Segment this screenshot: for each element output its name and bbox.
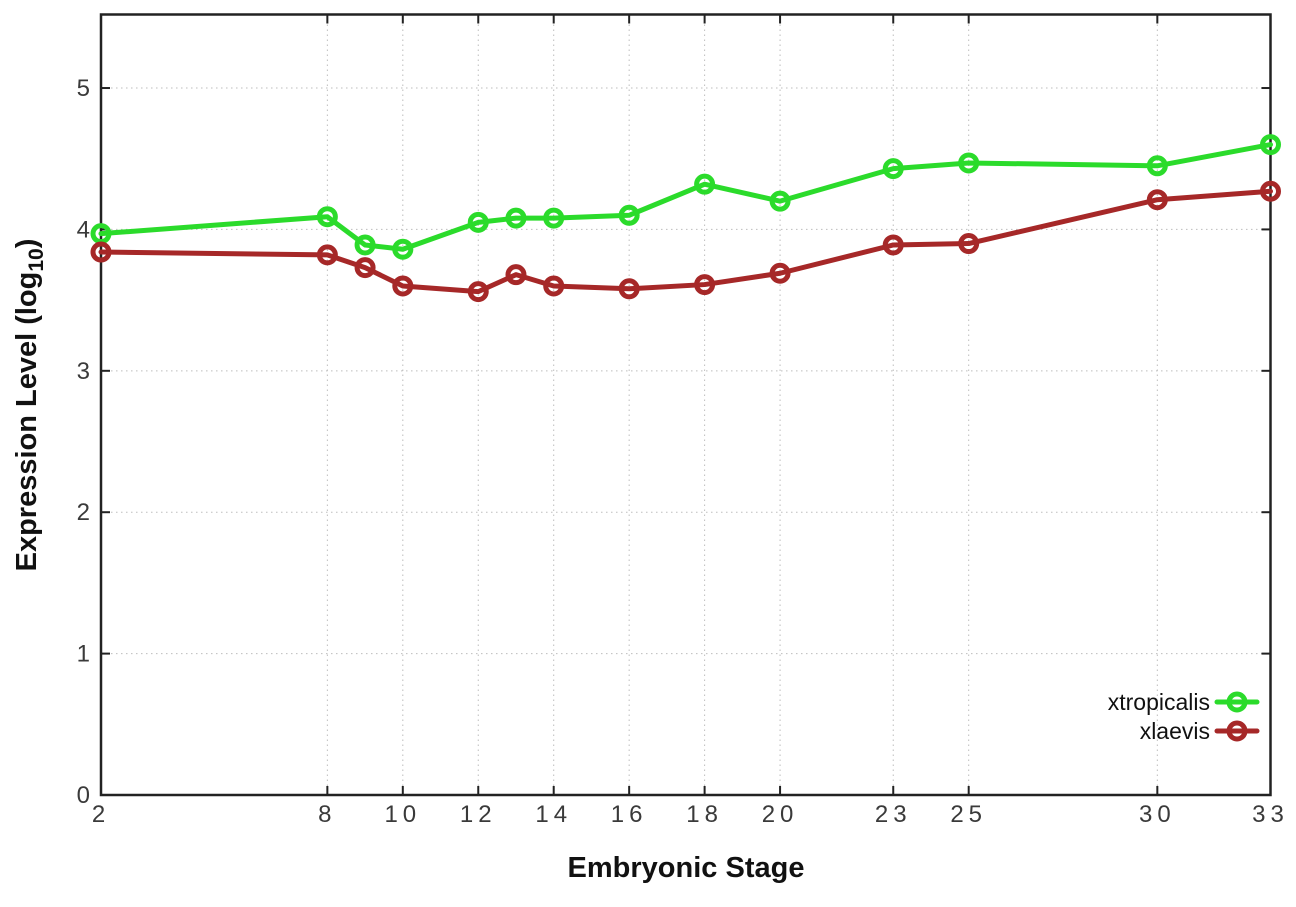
- y-tick-label-1: 1: [77, 641, 90, 668]
- marker-xtropicalis-14: [543, 207, 565, 229]
- x-tick-label-18: 18: [686, 801, 723, 828]
- marker-xlaevis-2: [90, 241, 112, 263]
- x-tick-label-20: 20: [762, 801, 799, 828]
- series-line-xlaevis: [98, 188, 1273, 295]
- series-line-xtropicalis: [98, 142, 1273, 252]
- x-tick-label-33: 33: [1252, 801, 1289, 828]
- y-axis-title: Expression Level (log10): [11, 239, 48, 572]
- marker-xlaevis-9: [354, 257, 376, 279]
- plot-border-rect: [99, 13, 1272, 797]
- y-tick-label-2: 2: [77, 499, 90, 526]
- x-tick-label-16: 16: [611, 801, 648, 828]
- marker-xtropicalis-20: [769, 190, 791, 212]
- marker-xlaevis-12: [467, 281, 489, 303]
- marker-xlaevis-20: [769, 262, 791, 284]
- marker-xtropicalis-23: [882, 158, 904, 180]
- x-tick-label-8: 8: [318, 801, 336, 828]
- x-tick-label-12: 12: [460, 801, 497, 828]
- legend: xtropicalis xlaevis: [1108, 689, 1260, 744]
- x-tick-label-14: 14: [535, 801, 572, 828]
- y-tick-label-0: 0: [77, 782, 90, 809]
- marker-xlaevis-16: [618, 278, 640, 300]
- x-tick-label-25: 25: [950, 801, 987, 828]
- x-tick-label-2: 2: [92, 801, 110, 828]
- tick-layer: [100, 14, 1272, 796]
- x-tick-label-10: 10: [384, 801, 421, 828]
- y-tick-label-5: 5: [77, 75, 90, 102]
- plot-border: [99, 13, 1272, 797]
- marker-xlaevis-10: [392, 275, 414, 297]
- marker-xtropicalis-13: [505, 207, 527, 229]
- series-layer: [90, 134, 1281, 303]
- y-tick-label-3: 3: [77, 358, 90, 385]
- marker-xtropicalis-12: [467, 211, 489, 233]
- marker-xlaevis-30: [1146, 189, 1168, 211]
- grid-layer: [101, 14, 1271, 795]
- y-tick-label-4: 4: [77, 216, 90, 243]
- legend-label-xtropicalis: xtropicalis: [1108, 689, 1210, 715]
- x-tick-label-30: 30: [1139, 801, 1176, 828]
- marker-xtropicalis-33: [1260, 134, 1281, 156]
- marker-xtropicalis-10: [392, 238, 414, 260]
- marker-xlaevis-18: [694, 274, 716, 296]
- marker-xtropicalis-18: [694, 173, 716, 195]
- marker-xtropicalis-8: [316, 206, 338, 228]
- x-axis-title: Embryonic Stage: [568, 852, 805, 884]
- marker-xlaevis-25: [958, 233, 980, 255]
- marker-xtropicalis-16: [618, 204, 640, 226]
- marker-xlaevis-14: [543, 275, 565, 297]
- x-tick-label-23: 23: [875, 801, 912, 828]
- marker-xlaevis-33: [1260, 180, 1281, 202]
- marker-xtropicalis-30: [1146, 155, 1168, 177]
- marker-xtropicalis-9: [354, 234, 376, 256]
- marker-xlaevis-23: [882, 234, 904, 256]
- marker-xtropicalis-25: [958, 152, 980, 174]
- legend-sample-marker-xtropicalis: [1226, 691, 1248, 713]
- legend-label-xlaevis: xlaevis: [1140, 718, 1210, 744]
- legend-sample-marker-xlaevis: [1226, 720, 1248, 742]
- marker-xlaevis-8: [316, 244, 338, 266]
- marker-xlaevis-13: [505, 264, 527, 286]
